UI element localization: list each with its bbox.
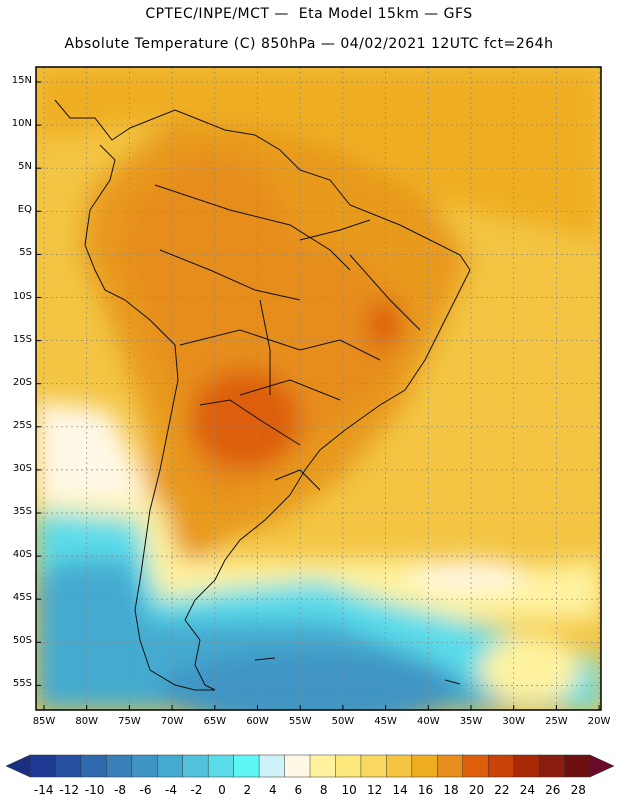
lon-label: 30W: [494, 716, 534, 727]
lon-label: 65W: [195, 716, 235, 727]
lat-label: 40S: [2, 549, 32, 560]
colorbar-swatch: [463, 755, 489, 777]
lon-label: 70W: [152, 716, 192, 727]
colorbar-swatch: [208, 755, 234, 777]
lat-label: 20S: [2, 377, 32, 388]
temperature-field: [36, 67, 601, 730]
lon-label: 35W: [451, 716, 491, 727]
lat-label: EQ: [2, 204, 32, 215]
colorbar-swatch: [234, 755, 260, 777]
colorbar-swatch: [412, 755, 438, 777]
lon-label: 60W: [238, 716, 278, 727]
lon-label: 25W: [536, 716, 576, 727]
colorbar-swatch: [335, 755, 361, 777]
lat-label: 30S: [2, 463, 32, 474]
lon-label: 45W: [366, 716, 406, 727]
lat-label: 25S: [2, 420, 32, 431]
colorbar-swatch: [361, 755, 387, 777]
colorbar-swatch: [81, 755, 107, 777]
lat-label: 50S: [2, 635, 32, 646]
colorbar: [6, 755, 614, 777]
colorbar-swatch: [55, 755, 81, 777]
colorbar-over-arrow: [590, 755, 614, 777]
lat-label: 15S: [2, 334, 32, 345]
lat-label: 5N: [2, 161, 32, 172]
colorbar-swatch: [565, 755, 591, 777]
colorbar-swatch: [386, 755, 412, 777]
colorbar-swatch: [539, 755, 565, 777]
lat-label: 55S: [2, 678, 32, 689]
colorbar-swatch: [310, 755, 336, 777]
colorbar-swatch: [259, 755, 285, 777]
lon-label: 75W: [109, 716, 149, 727]
lon-label: 85W: [24, 716, 64, 727]
colorbar-swatch: [514, 755, 540, 777]
colorbar-swatch: [157, 755, 183, 777]
lon-label: 80W: [67, 716, 107, 727]
lat-label: 10N: [2, 118, 32, 129]
lon-label: 55W: [280, 716, 320, 727]
colorbar-swatch: [488, 755, 514, 777]
colorbar-swatch: [437, 755, 463, 777]
lon-label: 50W: [323, 716, 363, 727]
lat-label: 35S: [2, 506, 32, 517]
lat-label: 45S: [2, 592, 32, 603]
lat-label: 10S: [2, 291, 32, 302]
lon-label: 40W: [408, 716, 448, 727]
lat-label: 15N: [2, 75, 32, 86]
colorbar-swatch: [183, 755, 209, 777]
colorbar-swatch: [106, 755, 132, 777]
colorbar-under-arrow: [6, 755, 30, 777]
lat-label: 5S: [2, 247, 32, 258]
colorbar-label: 28: [563, 783, 593, 797]
lon-label: 20W: [579, 716, 618, 727]
colorbar-swatch: [285, 755, 311, 777]
colorbar-swatch: [132, 755, 158, 777]
colorbar-swatch: [30, 755, 56, 777]
